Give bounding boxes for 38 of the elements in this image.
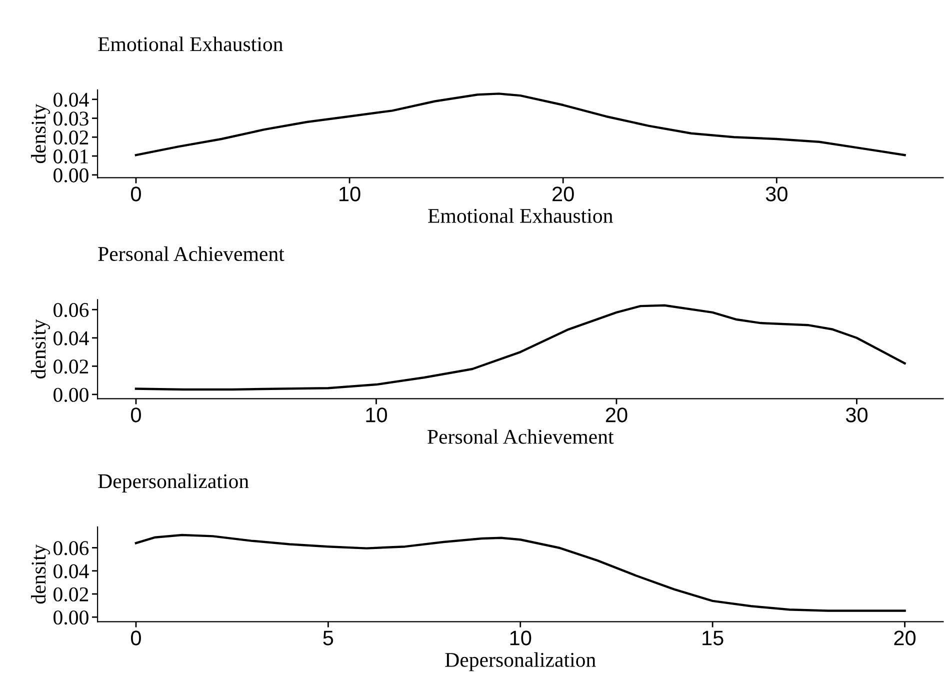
- x-axis-title: Personal Achievement: [428, 429, 614, 444]
- y-tick-label: 0.04: [54, 564, 89, 578]
- x-tick-label: 5: [323, 630, 334, 646]
- y-tick-label: 0.00: [54, 388, 88, 402]
- x-tick-label: 30: [766, 186, 788, 202]
- y-axis-title: density: [31, 544, 50, 604]
- line-series: [134, 534, 906, 612]
- y-axis-title: density: [31, 319, 50, 379]
- x-tick-label: 0: [131, 408, 141, 422]
- y-tick-label: 0.06: [54, 541, 89, 556]
- x-tick-label: 10: [366, 408, 387, 422]
- x-tick-label: 30: [846, 408, 868, 422]
- chart-title: Emotional Exhaustion: [98, 36, 283, 52]
- x-tick-label: 20: [606, 408, 628, 422]
- x-tick-label: 10: [340, 186, 360, 202]
- y-tick-label: 0.00: [54, 168, 88, 182]
- y-tick-label: 0.02: [54, 587, 88, 602]
- chart-title: Depersonalization: [98, 474, 249, 492]
- line-series: [134, 92, 906, 156]
- chart-title: Personal Achievement: [98, 246, 284, 262]
- y-tick-label: 0.01: [54, 149, 88, 164]
- y-axis-title: density: [31, 104, 50, 164]
- y-tick-label: 0.04: [54, 331, 89, 346]
- x-tick-label: 0: [131, 186, 141, 202]
- x-tick-label: 20: [552, 186, 574, 202]
- x-tick-label: 15: [702, 630, 724, 646]
- y-tick-label: 0.03: [54, 112, 88, 126]
- y-tick-label: 0.04: [54, 92, 89, 107]
- x-tick-label: 10: [510, 630, 532, 646]
- x-tick-label: 20: [894, 630, 916, 646]
- y-tick-label: 0.02: [54, 360, 88, 374]
- y-tick-label: 0.06: [54, 302, 89, 318]
- y-tick-label: 0.00: [54, 610, 88, 625]
- y-tick-label: 0.02: [54, 130, 88, 145]
- x-axis-title: Depersonalization: [445, 652, 596, 672]
- x-tick-label: 0: [131, 630, 141, 646]
- line-series: [134, 304, 906, 391]
- x-axis-title: Emotional Exhaustion: [428, 208, 613, 223]
